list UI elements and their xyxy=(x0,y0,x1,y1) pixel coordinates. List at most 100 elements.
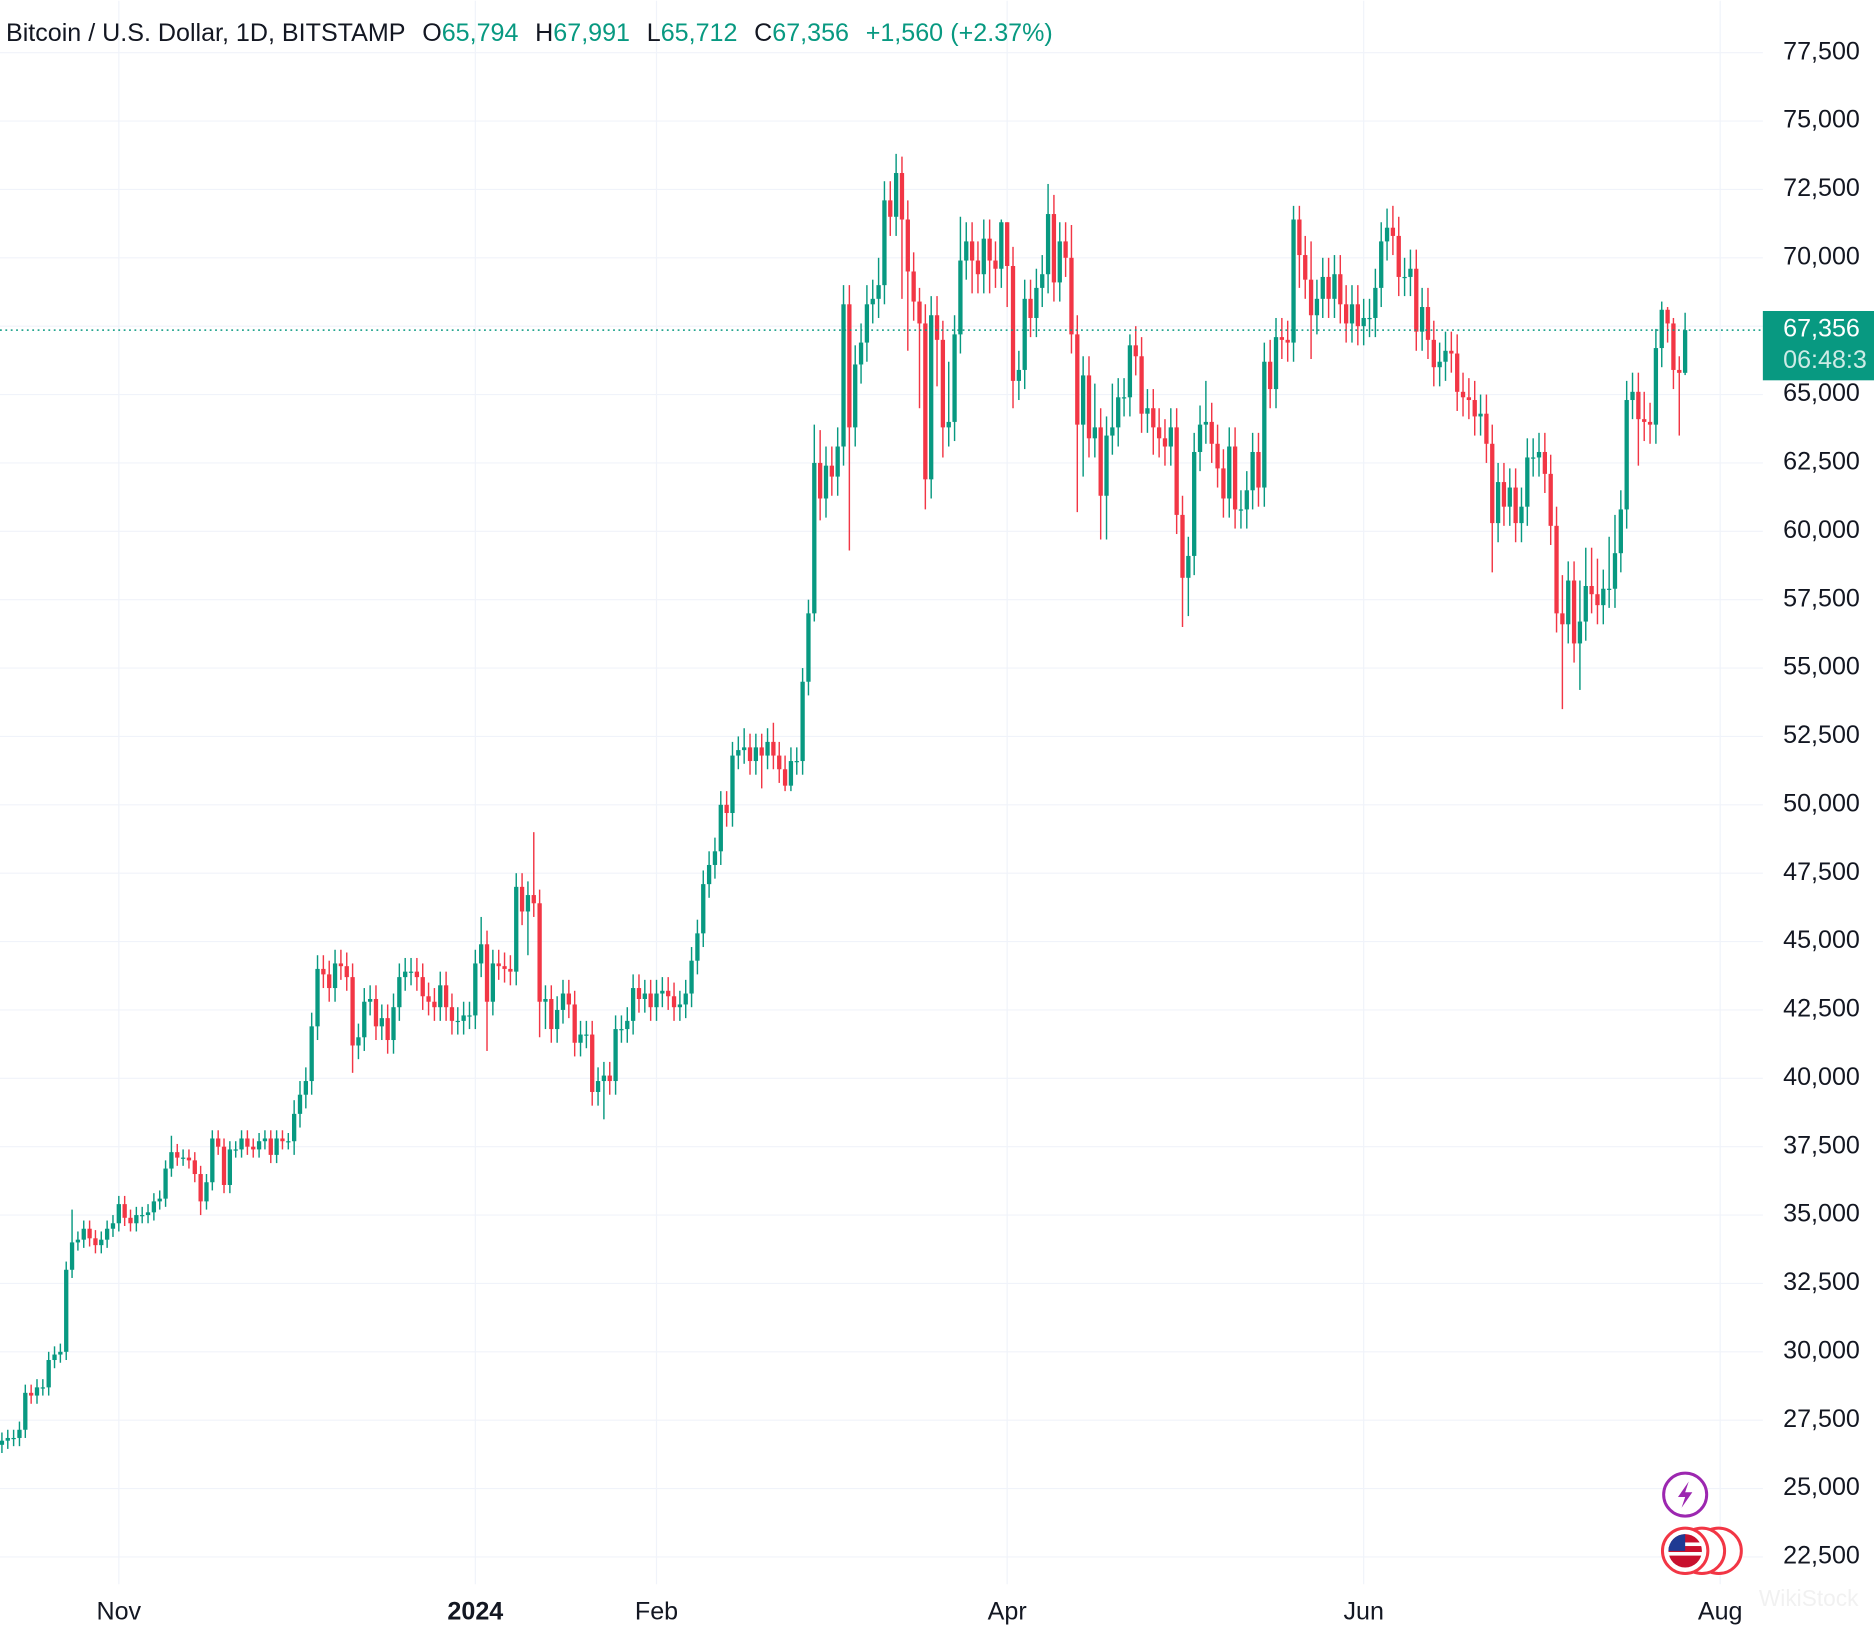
candle-body xyxy=(1390,227,1396,236)
candle-body xyxy=(1244,490,1249,510)
candle-body xyxy=(1677,369,1682,373)
y-tick-label: 60,000 xyxy=(1783,516,1860,544)
candle-body xyxy=(256,1141,262,1150)
legend-header: Bitcoin / U.S. Dollar, 1D, BITSTAMP O65,7… xyxy=(6,19,1053,47)
y-tick-label: 40,000 xyxy=(1783,1063,1860,1091)
candle-body xyxy=(1268,361,1273,390)
candle-body xyxy=(1577,621,1583,644)
flag-stripe xyxy=(1668,1552,1702,1556)
candle-body xyxy=(1355,304,1360,327)
x-tick-label: Apr xyxy=(988,1598,1027,1626)
candle-body xyxy=(958,260,963,335)
x-tick-label: Aug xyxy=(1698,1598,1743,1626)
overlay: 22,500 25,000 27,500 30,000 32,500 35,000 37,5… xyxy=(0,37,1874,1626)
candle-body xyxy=(625,1020,630,1030)
candle-body xyxy=(607,1075,612,1082)
ohlc-value: 67,991 xyxy=(553,19,630,47)
candle-body xyxy=(987,238,992,261)
symbol-title: Bitcoin / U.S. Dollar, 1D, BITSTAMP xyxy=(6,19,406,47)
countdown: 06:48:3 xyxy=(1783,346,1867,374)
candle-body xyxy=(619,1029,624,1031)
candle-body xyxy=(180,1157,186,1159)
candle-body xyxy=(1139,356,1144,414)
candle-body xyxy=(327,974,332,989)
candle-body xyxy=(578,1034,583,1043)
candle-body xyxy=(630,988,636,1021)
candle-body xyxy=(1361,317,1366,327)
candle-body xyxy=(1536,451,1542,458)
candle-body xyxy=(1636,391,1641,420)
candle-body xyxy=(1460,391,1466,398)
candle-body xyxy=(543,998,548,1002)
candle-body xyxy=(642,993,647,999)
candle-body xyxy=(595,1081,601,1092)
candle-body xyxy=(876,285,881,299)
candle-body xyxy=(367,998,373,1002)
candle-body xyxy=(1384,227,1390,242)
candle-body xyxy=(724,804,729,814)
y-tick-label: 72,500 xyxy=(1783,174,1860,202)
y-tick-label: 27,500 xyxy=(1783,1405,1860,1433)
candle-body xyxy=(1197,424,1203,452)
last-price-box xyxy=(1762,310,1874,381)
candle-body xyxy=(666,990,671,997)
candle-body xyxy=(461,1015,466,1021)
candle-body xyxy=(1314,298,1320,316)
candle-body xyxy=(1326,276,1331,299)
candle-body xyxy=(1612,553,1618,589)
candle-body xyxy=(1069,257,1074,335)
candle-body xyxy=(1028,298,1033,318)
candle-body xyxy=(134,1215,139,1224)
candle-body xyxy=(1075,334,1080,425)
y-tick-label: 25,000 xyxy=(1783,1473,1860,1501)
y-tick-label: 55,000 xyxy=(1783,653,1860,681)
event-icons[interactable] xyxy=(1660,1471,1743,1576)
candle-body xyxy=(946,421,951,428)
candle-body xyxy=(917,301,922,324)
candle-body xyxy=(1162,438,1168,447)
candle-body xyxy=(952,334,957,422)
candle-body xyxy=(899,173,905,220)
candle-body xyxy=(1583,586,1588,622)
candle-body xyxy=(1133,345,1138,357)
candle-body xyxy=(1151,408,1156,428)
candle-body xyxy=(636,988,642,999)
ohlc-key: C xyxy=(754,19,772,47)
candle-body xyxy=(747,747,753,762)
candle-body xyxy=(216,1138,221,1147)
candle-body xyxy=(198,1174,203,1202)
candle-body xyxy=(858,342,864,365)
candle-body xyxy=(1279,337,1285,340)
candle-body xyxy=(362,1001,367,1038)
candle-body xyxy=(788,761,794,786)
candle-body xyxy=(537,903,542,1002)
candle-body xyxy=(420,977,425,997)
candle-body xyxy=(706,864,712,885)
candle-body xyxy=(829,465,834,477)
candle-body xyxy=(882,200,887,286)
candle-body xyxy=(110,1223,116,1229)
candle-body xyxy=(1332,274,1337,299)
candle-body xyxy=(93,1238,98,1246)
y-tick-label: 30,000 xyxy=(1783,1336,1860,1364)
candle-body xyxy=(157,1198,162,1202)
candle-body xyxy=(1455,353,1460,392)
candle-body xyxy=(1057,241,1062,283)
candle-body xyxy=(1373,287,1378,318)
candle-body xyxy=(286,1141,291,1143)
candle-body xyxy=(239,1138,244,1150)
ohlc-value: 65,794 xyxy=(442,19,519,47)
candle-body xyxy=(1303,255,1308,280)
candle-body xyxy=(245,1138,250,1147)
candle-body xyxy=(806,613,811,682)
candle-body xyxy=(1174,427,1179,515)
candle-body xyxy=(128,1217,133,1224)
candle-body xyxy=(1291,219,1296,343)
candle-body xyxy=(1192,451,1197,556)
y-tick-label: 65,000 xyxy=(1783,379,1860,407)
candle-body xyxy=(893,173,899,217)
flag-canton xyxy=(1668,1534,1686,1551)
candle-body xyxy=(993,260,998,269)
